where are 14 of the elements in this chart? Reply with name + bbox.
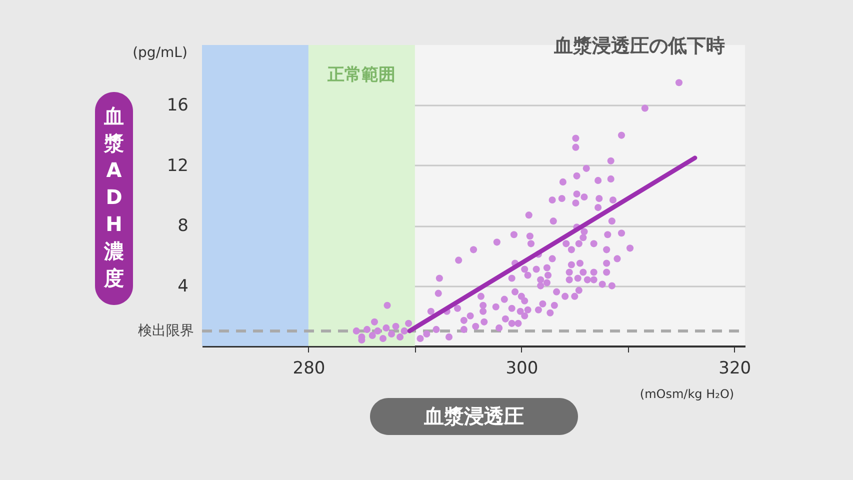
y-tick-label: 12 bbox=[166, 156, 188, 176]
band-label: 正常範囲 bbox=[326, 65, 396, 85]
y-tick-label: 8 bbox=[178, 216, 188, 236]
x-tick-label: 320 bbox=[718, 358, 752, 378]
y-tick-label: 16 bbox=[166, 96, 188, 116]
y-axis-title: 血漿ADH濃度 bbox=[103, 104, 124, 290]
x-axis-title: 血漿浸透圧 bbox=[423, 404, 524, 428]
y-tick-label: 4 bbox=[178, 276, 188, 296]
x-tick-label: 280 bbox=[292, 358, 326, 378]
x-tick-label: 300 bbox=[506, 358, 538, 378]
text: (pg/mL) bbox=[132, 45, 188, 61]
text: (mOsm/kg H₂O) bbox=[640, 387, 734, 401]
chart-title: 血漿浸透圧の低下時 bbox=[553, 35, 725, 57]
ref-line-label: 検出限界 bbox=[138, 322, 194, 339]
